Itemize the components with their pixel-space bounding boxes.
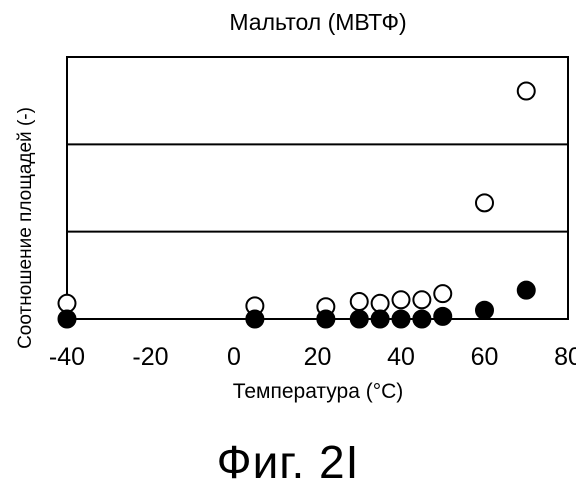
- x-tick-label: 60: [471, 343, 499, 371]
- data-point-open: [413, 291, 430, 308]
- x-tick-label: 0: [227, 343, 241, 371]
- data-point-filled: [413, 311, 430, 328]
- x-axis-label: Температура (°C): [233, 380, 404, 403]
- data-point-open: [351, 293, 368, 310]
- data-point-filled: [372, 311, 389, 328]
- data-point-filled: [518, 282, 535, 299]
- x-axis: -40 -20 0 20 40 60 80: [49, 343, 576, 371]
- y-axis-label: Соотношение площадей (-): [15, 107, 36, 349]
- x-tick-label: -20: [132, 343, 168, 371]
- data-point-filled: [317, 311, 334, 328]
- data-point-filled: [59, 311, 76, 328]
- data-point-filled: [476, 302, 493, 319]
- x-tick-label: 80: [554, 343, 576, 371]
- data-point-open: [372, 295, 389, 312]
- data-point-open: [59, 295, 76, 312]
- x-tick-label: -40: [49, 343, 85, 371]
- data-point-filled: [434, 308, 451, 325]
- data-point-filled: [351, 311, 368, 328]
- data-point-open: [476, 194, 493, 211]
- data-point-open: [393, 291, 410, 308]
- plot-area: [67, 57, 568, 319]
- plot-border: [67, 57, 568, 319]
- data-points: [59, 83, 535, 328]
- chart-title: Мальтол (МВТФ): [229, 9, 406, 35]
- x-tick-label: 20: [304, 343, 332, 371]
- data-point-open: [434, 285, 451, 302]
- x-tick-label: 40: [387, 343, 415, 371]
- data-point-filled: [393, 311, 410, 328]
- gridlines: [67, 144, 568, 231]
- data-point-open: [518, 83, 535, 100]
- data-point-filled: [246, 311, 263, 328]
- figure-caption: Фиг. 2I: [0, 435, 576, 489]
